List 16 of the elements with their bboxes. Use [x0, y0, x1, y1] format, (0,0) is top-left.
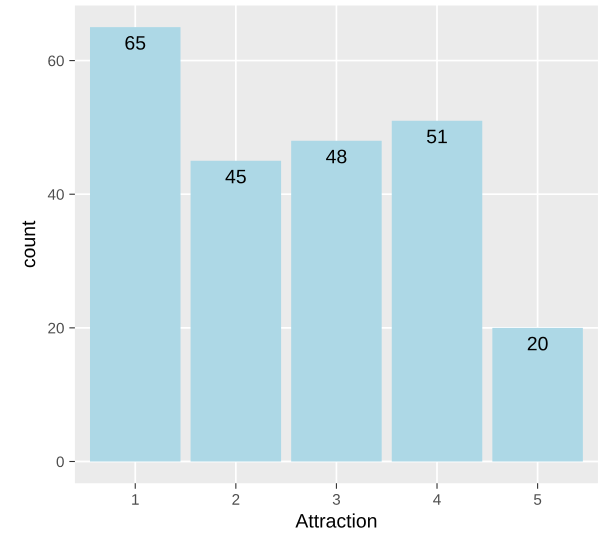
data-label: 45	[225, 170, 246, 184]
data-label: 51	[426, 130, 447, 144]
y-axis-title: count	[22, 220, 36, 268]
data-label: 20	[528, 336, 548, 350]
x-tick-label: 5	[534, 494, 542, 505]
x-tick-label: 2	[232, 494, 240, 505]
y-tick-label: 20	[48, 322, 64, 334]
y-tick-label: 40	[48, 189, 64, 200]
y-tick-label: 0	[56, 456, 64, 468]
data-label: 65	[125, 36, 146, 50]
x-tick-label: 1	[132, 494, 139, 505]
y-tick-label: 60	[48, 55, 64, 66]
x-tick-label: 3	[332, 494, 340, 505]
data-label: 48	[326, 150, 346, 164]
x-tick-label: 4	[433, 494, 441, 505]
x-axis-title: Attraction	[295, 513, 376, 528]
